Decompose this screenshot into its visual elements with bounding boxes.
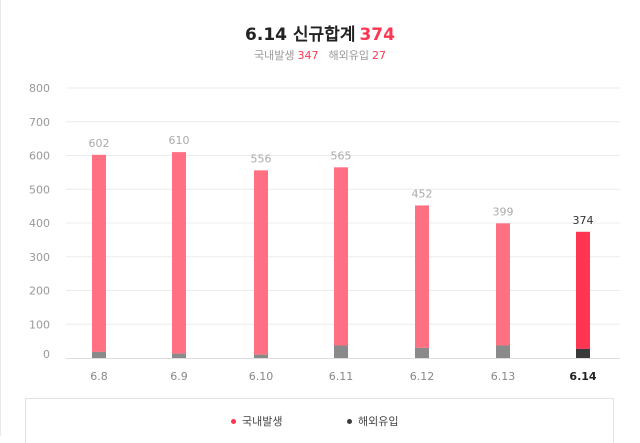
- bar-domestic-6.14: [576, 231, 590, 349]
- legend-item-overseas[interactable]: 해외유입: [347, 413, 398, 429]
- bar-domestic-6.8: [92, 154, 106, 352]
- legend-dot-overseas: [347, 418, 352, 424]
- domestic-label: 국내발생: [254, 49, 295, 62]
- chart-subtitle: 국내발생 347 해외유입 27: [0, 47, 640, 63]
- frame-border: [0, 0, 1, 436]
- x-tick-label-6.11: 6.11: [329, 370, 354, 383]
- bar-overseas-6.8: [92, 351, 106, 358]
- x-tick-label-6.9: 6.9: [170, 370, 188, 383]
- overseas-label: 해외유입: [328, 49, 369, 62]
- y-tick-label-100: 100: [29, 318, 50, 331]
- bar-overseas-6.10: [254, 354, 268, 358]
- y-tick-label-800: 800: [29, 82, 50, 95]
- bar-overseas-6.12: [415, 347, 429, 358]
- data-label-total-6.14: 374: [573, 214, 594, 227]
- x-tick-label-6.13: 6.13: [491, 370, 516, 383]
- legend-dot-domestic: [231, 418, 236, 424]
- bar-domestic-6.11: [334, 167, 348, 346]
- title-prefix: 6.14 신규합계: [245, 25, 356, 45]
- x-tick-label-6.12: 6.12: [410, 370, 435, 383]
- y-tick-label-500: 500: [29, 183, 50, 196]
- data-label-total-6.8: 602: [89, 137, 110, 150]
- y-tick-label-200: 200: [29, 285, 50, 298]
- title-total: 374: [359, 25, 395, 45]
- data-label-total-6.10: 556: [251, 152, 272, 165]
- bar-chart: 0 100 200 300 400 500 600 700 800 602 6.8 610 6.9 556…: [29, 82, 620, 383]
- overseas-value: 27: [371, 49, 386, 62]
- data-label-total-6.12: 452: [412, 187, 433, 200]
- legend-label-domestic: 국내발생: [242, 415, 283, 428]
- y-tick-label-0: 0: [43, 348, 50, 361]
- x-tick-label-6.8: 6.8: [90, 370, 108, 383]
- y-tick-label-400: 400: [29, 217, 50, 230]
- x-tick-label-6.10: 6.10: [249, 370, 274, 383]
- bar-overseas-6.9: [172, 353, 186, 358]
- bar-overseas-6.11: [334, 345, 348, 358]
- bar-domestic-6.10: [254, 170, 268, 355]
- data-label-total-6.11: 565: [331, 149, 352, 162]
- bar-domestic-6.13: [496, 223, 510, 346]
- legend-item-domestic[interactable]: 국내발생: [231, 413, 282, 429]
- legend-label-overseas: 해외유입: [358, 415, 399, 428]
- y-tick-label-600: 600: [29, 150, 50, 163]
- y-tick-label-300: 300: [29, 251, 50, 264]
- bar-overseas-6.13: [496, 345, 510, 358]
- legend: 국내발생 해외유입: [25, 398, 614, 443]
- x-tick-label-6.14: 6.14: [569, 370, 596, 383]
- y-tick-label-700: 700: [29, 116, 50, 129]
- data-label-total-6.9: 610: [169, 134, 190, 147]
- chart-title: 6.14 신규합계 374: [0, 20, 640, 45]
- bar-domestic-6.9: [172, 152, 186, 354]
- bar-domestic-6.12: [415, 205, 429, 348]
- bar-overseas-6.14: [576, 348, 590, 358]
- data-label-total-6.13: 399: [493, 205, 514, 218]
- domestic-value: 347: [297, 49, 319, 62]
